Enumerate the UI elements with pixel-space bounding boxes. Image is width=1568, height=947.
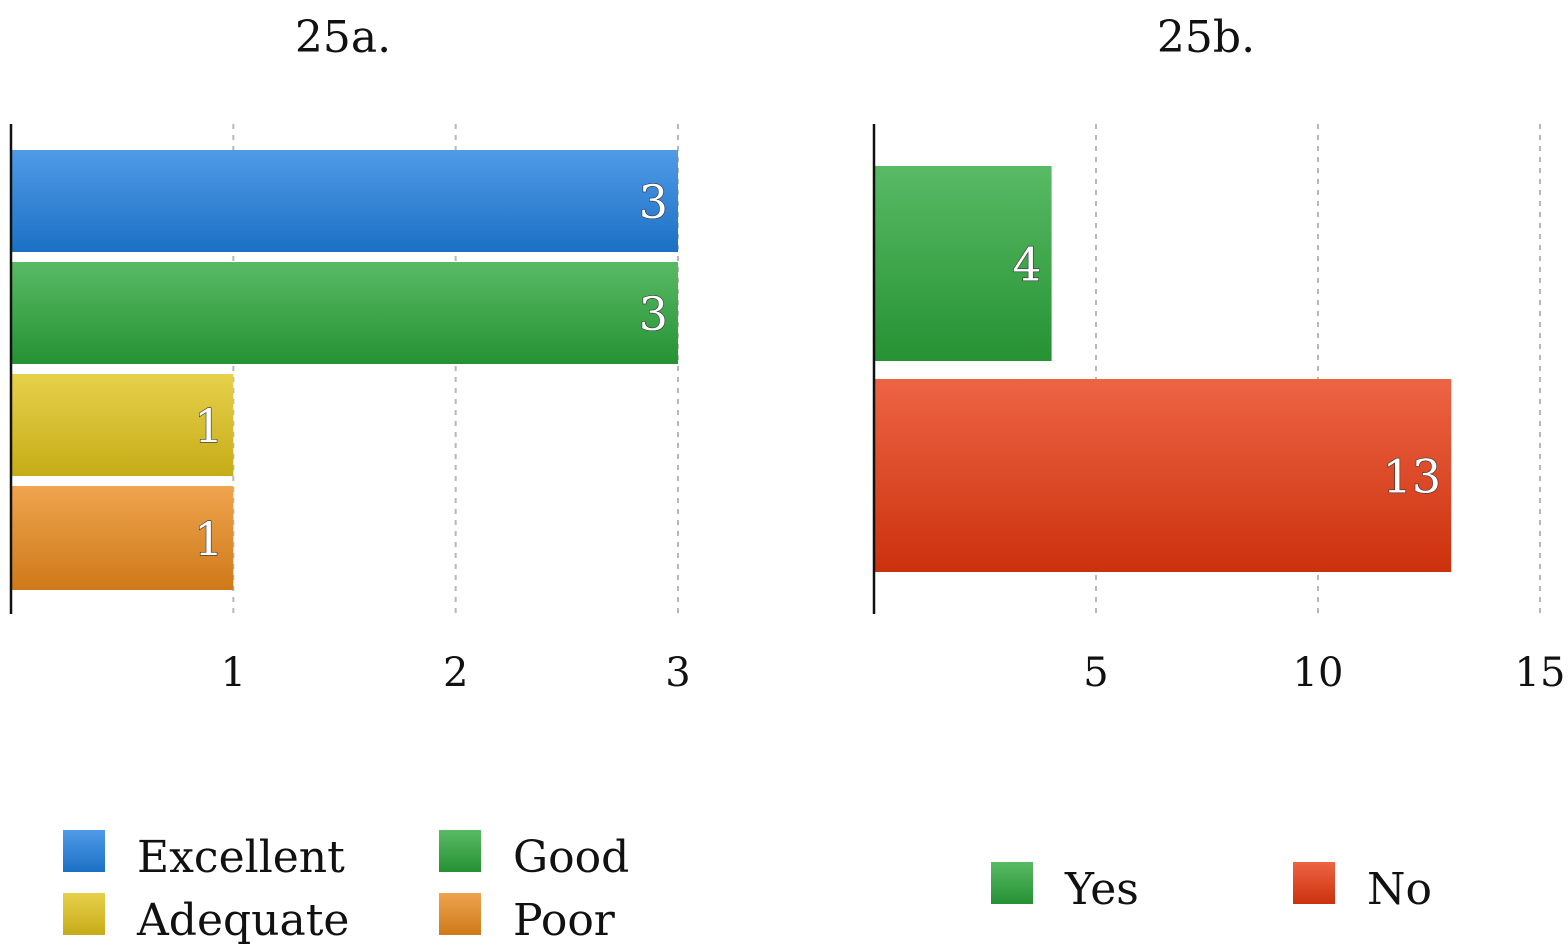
data-label: 4 [1012, 238, 1041, 292]
x-tick-labels: 1 2 3 [221, 650, 691, 696]
legend-label: Adequate [136, 895, 349, 946]
legend-swatch [991, 862, 1033, 904]
x-tick-label: 1 [221, 650, 246, 696]
bars: 3 3 1 1 [12, 150, 678, 590]
x-tick-label: 5 [1083, 650, 1108, 696]
legend: Excellent Good Adequate Poor [63, 830, 629, 946]
chart-25a: 25a. 3 3 1 1 1 2 3 Excellent Good Adequate Poor [9, 12, 691, 946]
bar-good [12, 262, 678, 364]
data-label: 1 [194, 512, 223, 566]
legend-swatch [63, 830, 105, 872]
chart-title: 25b. [1157, 12, 1255, 63]
legend-label: Poor [513, 895, 616, 946]
chart-title: 25a. [295, 12, 391, 63]
x-tick-label: 15 [1515, 650, 1566, 696]
legend-swatch [1293, 862, 1335, 904]
legend-label: No [1367, 864, 1432, 915]
bar-no [875, 379, 1452, 572]
x-tick-labels: 5 10 15 [1083, 650, 1565, 696]
data-label: 1 [194, 399, 223, 453]
chart-25b: 25b. 4 13 5 10 15 Yes No [872, 12, 1565, 915]
x-tick-label: 2 [443, 650, 468, 696]
legend: Yes No [991, 862, 1432, 915]
bar-poor [12, 486, 234, 590]
data-label: 13 [1383, 450, 1442, 504]
legend-label: Excellent [137, 832, 345, 883]
legend-swatch [439, 830, 481, 872]
legend-swatch [63, 893, 105, 935]
bars: 4 13 [875, 166, 1452, 572]
x-tick-label: 10 [1293, 650, 1344, 696]
data-label: 3 [639, 175, 668, 229]
x-tick-label: 3 [665, 650, 690, 696]
bar-yes [875, 166, 1052, 361]
legend-swatch [439, 893, 481, 935]
legend-label: Yes [1064, 864, 1139, 915]
legend-label: Good [513, 832, 629, 883]
data-label: 3 [639, 287, 668, 341]
bar-excellent [12, 150, 678, 252]
bar-adequate [12, 374, 234, 476]
